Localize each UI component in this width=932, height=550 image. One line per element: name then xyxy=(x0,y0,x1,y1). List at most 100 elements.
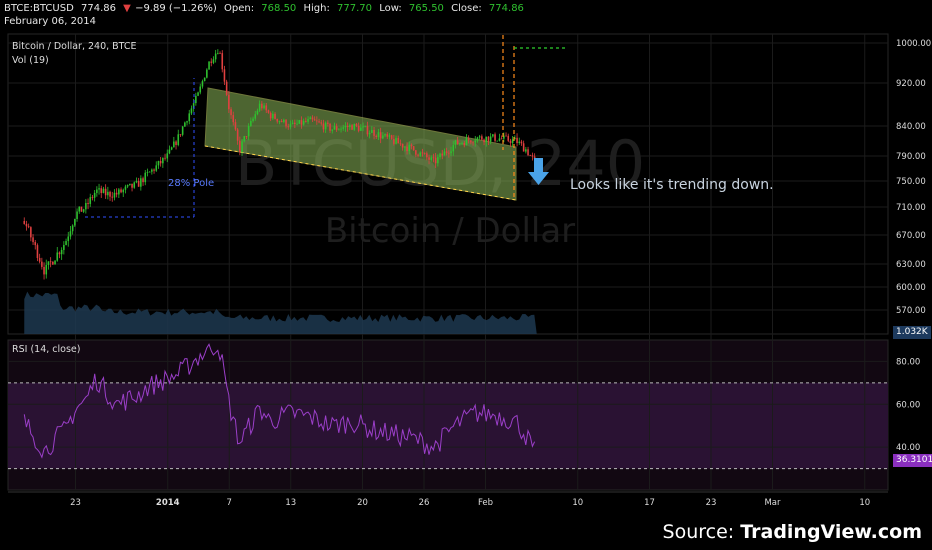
candle-body xyxy=(192,103,195,109)
change: −9.89 (−1.26%) xyxy=(135,3,217,14)
candle-body xyxy=(342,127,345,129)
candle-body xyxy=(368,132,371,135)
candle-body xyxy=(107,191,109,196)
candle-body xyxy=(175,141,177,145)
candle-body xyxy=(258,103,261,111)
candle-body xyxy=(428,157,430,160)
candle-body xyxy=(135,181,138,183)
candle-body xyxy=(225,81,228,95)
candles xyxy=(23,49,536,280)
candle-body xyxy=(487,136,490,142)
candle-body xyxy=(129,183,131,186)
candle-body xyxy=(217,53,219,54)
close-value: 774.86 xyxy=(488,3,524,14)
candle-body xyxy=(309,117,312,120)
candle-body xyxy=(85,202,87,210)
candle-body xyxy=(201,81,204,87)
candle-body xyxy=(245,136,248,137)
candle-body xyxy=(63,245,65,250)
candle-body xyxy=(423,153,426,155)
candle-body xyxy=(327,122,329,124)
candle-body xyxy=(144,172,147,183)
candle-body xyxy=(76,211,78,220)
quote-header: BTCE:BTCUSD 774.86 ▼ −9.89 (−1.26%) Open… xyxy=(4,3,528,14)
candle-body xyxy=(529,155,532,156)
candle-body xyxy=(516,137,518,144)
candle-body xyxy=(459,143,461,145)
candle-body xyxy=(525,149,527,152)
candle-body xyxy=(399,143,402,145)
candle-body xyxy=(87,202,89,204)
candle-body xyxy=(118,189,120,195)
candle-body xyxy=(190,108,193,114)
candle-body xyxy=(155,165,158,171)
candle-body xyxy=(82,209,85,212)
y-tick-label: 840.00 xyxy=(896,122,926,132)
candle-body xyxy=(476,137,479,141)
channel-fill xyxy=(204,87,517,201)
candle-body xyxy=(173,141,175,148)
candle-body xyxy=(131,183,133,188)
candle-body xyxy=(214,53,217,60)
candle-body xyxy=(148,171,151,173)
candle-body xyxy=(434,157,437,164)
candle-body xyxy=(511,139,514,144)
candle-body xyxy=(421,152,424,154)
candle-body xyxy=(221,53,224,70)
candle-body xyxy=(375,135,378,137)
low-value: 765.50 xyxy=(408,3,444,14)
candle-body xyxy=(47,261,50,265)
candle-body xyxy=(142,178,144,183)
candle-body xyxy=(210,61,213,63)
candle-body xyxy=(93,192,96,198)
candle-body xyxy=(305,120,307,122)
candle-body xyxy=(527,149,529,156)
rsi-pane xyxy=(23,343,536,459)
candle-body xyxy=(533,156,536,160)
candle-body xyxy=(463,142,466,146)
candle-body xyxy=(67,236,70,242)
candle-body xyxy=(113,192,116,198)
y-tick-label: 600.00 xyxy=(896,283,926,293)
candle-body xyxy=(362,126,364,128)
candle-body xyxy=(151,169,153,172)
main-legend: Bitcoin / Dollar, 240, BTCE xyxy=(12,41,137,52)
candle-body xyxy=(162,157,164,164)
rsi-line xyxy=(23,343,536,459)
candle-body xyxy=(351,125,353,130)
candle-body xyxy=(461,142,463,144)
candle-body xyxy=(406,146,408,152)
candle-body xyxy=(357,125,360,131)
candle-body xyxy=(276,118,279,122)
candle-body xyxy=(256,110,259,115)
candle-body xyxy=(415,150,417,155)
candle-body xyxy=(377,132,380,137)
candle-body xyxy=(494,134,496,141)
candle-body xyxy=(267,110,270,113)
candle-body xyxy=(146,172,149,173)
candle-body xyxy=(52,261,54,265)
candle-body xyxy=(74,219,76,226)
candle-body xyxy=(126,185,129,187)
candle-body xyxy=(445,151,448,153)
candle-body xyxy=(408,144,411,152)
x-tick-label: 7 xyxy=(227,498,232,508)
candle-body xyxy=(465,138,468,146)
candle-body xyxy=(272,113,274,119)
candle-body xyxy=(45,264,48,275)
candle-body xyxy=(265,105,268,111)
candle-body xyxy=(23,221,26,224)
x-tick-label: 13 xyxy=(285,498,296,508)
axes: 1000.00 920.00 840.00 790.00 750.00 710.00 670… xyxy=(8,39,931,508)
candle-body xyxy=(230,109,232,116)
candle-body xyxy=(298,120,301,124)
candle-body xyxy=(274,113,276,119)
candle-body xyxy=(318,121,320,123)
x-tick-label: Mar xyxy=(764,498,781,508)
candle-body xyxy=(300,120,303,125)
candle-body xyxy=(483,139,485,143)
candle-body xyxy=(373,129,375,136)
candle-body xyxy=(474,140,477,143)
